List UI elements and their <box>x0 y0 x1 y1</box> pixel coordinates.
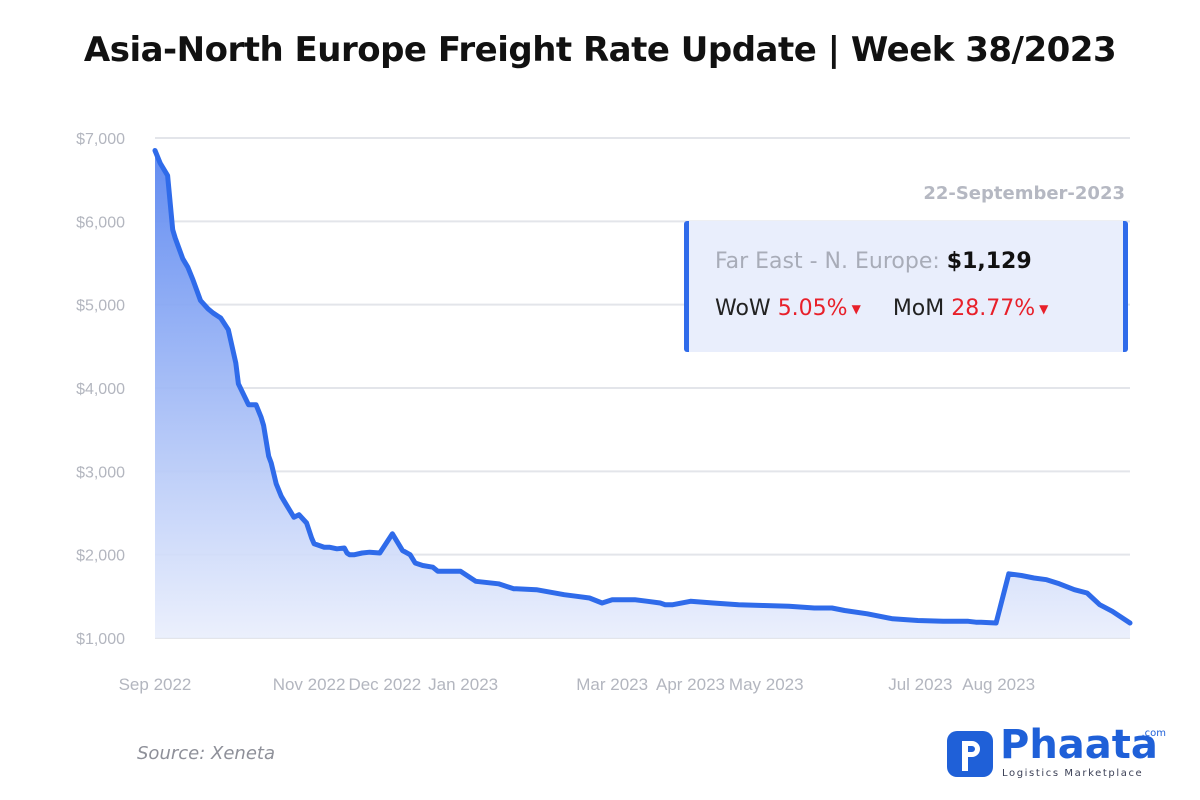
logo-tagline: Logistics Marketplace <box>1002 768 1144 779</box>
x-tick-label: Nov 2022 <box>273 675 346 694</box>
y-tick-label: $7,000 <box>76 131 125 148</box>
phaata-logo-icon <box>947 731 993 777</box>
caret-down-icon: ▼ <box>851 302 861 316</box>
logo-wordmark: Phaata <box>1000 722 1158 768</box>
y-tick-label: $5,000 <box>76 298 125 315</box>
y-tick-label: $2,000 <box>76 548 125 565</box>
current-rate: $1,129 <box>946 249 1032 274</box>
x-tick-label: Sep 2022 <box>119 675 192 694</box>
page-title: Asia-North Europe Freight Rate Update | … <box>83 30 1117 70</box>
source-note: Source: Xeneta <box>137 743 275 764</box>
y-tick-label: $4,000 <box>76 381 125 398</box>
rate-info-box: Far East - N. Europe: $1,129 WoW 5.05% ▼ … <box>684 221 1128 352</box>
change-line: WoW 5.05% ▼ MoM 28.77% ▼ <box>715 296 1048 321</box>
y-tick-label: $6,000 <box>76 214 125 231</box>
route-rate-line: Far East - N. Europe: $1,129 <box>715 249 1032 274</box>
x-tick-label: Jan 2023 <box>428 675 498 694</box>
wow-label: WoW <box>715 296 771 321</box>
as-of-date: 22-September-2023 <box>923 183 1125 204</box>
phaata-logo: Phaata .com Logistics Marketplace <box>944 722 1174 784</box>
x-tick-label: Jul 2023 <box>888 675 952 694</box>
caret-down-icon: ▼ <box>1039 302 1049 316</box>
mom-value: 28.77% <box>951 296 1036 321</box>
x-tick-label: Mar 2023 <box>576 675 648 694</box>
y-axis: $7,000 $6,000 $5,000 $4,000 $3,000 $2,000 $1,0… <box>76 131 125 648</box>
x-tick-label: Dec 2022 <box>348 675 421 694</box>
rate-line <box>152 148 1133 626</box>
logo-suffix: .com <box>1141 728 1166 739</box>
y-tick-label: $1,000 <box>76 631 125 648</box>
wow-value: 5.05% <box>777 296 848 321</box>
mom-label: MoM <box>892 296 945 321</box>
y-tick-label: $3,000 <box>76 464 125 481</box>
x-tick-label: Apr 2023 <box>656 675 725 694</box>
rate-area <box>155 150 1130 638</box>
route-label: Far East - N. Europe: <box>715 249 940 274</box>
x-tick-label: May 2023 <box>729 675 804 694</box>
x-axis: Sep 2022 Nov 2022 Dec 2022 Jan 2023 Mar 2023… <box>119 675 1035 694</box>
x-tick-label: Aug 2023 <box>962 675 1035 694</box>
